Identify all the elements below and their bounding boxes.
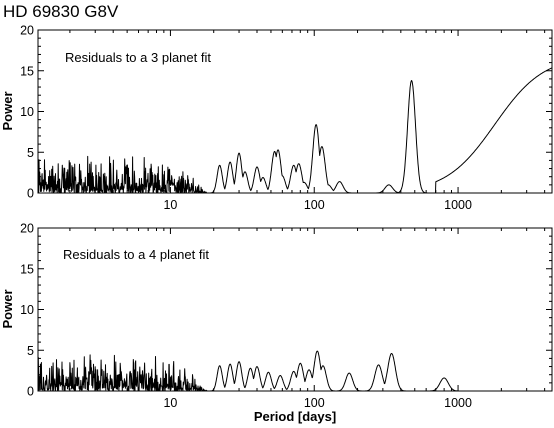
- y-tick-label: 5: [27, 146, 34, 160]
- x-tick-label: 100: [304, 396, 325, 410]
- y-tick-label: 20: [20, 222, 34, 236]
- x-tick-label: 10: [163, 396, 177, 410]
- y-tick-label: 10: [20, 105, 34, 119]
- panel-4-planet-fit: Residuals to a 4 planet fit Power 0 5 10 15…: [0, 222, 553, 410]
- periodogram-line-top: [37, 67, 553, 194]
- y-tick-label: 5: [27, 344, 34, 358]
- x-tick-label: 1000: [444, 396, 472, 410]
- x-tick-label: 10: [163, 198, 177, 212]
- figure-title: HD 69830 G8V: [3, 2, 119, 21]
- panel-annotation-top: Residuals to a 3 planet fit: [65, 50, 211, 65]
- y-tick-label: 20: [20, 24, 34, 38]
- x-axis-label: Period [days]: [254, 409, 336, 424]
- y-axis-label-top: Power: [0, 91, 15, 130]
- periodogram-line-bottom: [37, 350, 553, 392]
- axis-ticks-top: 0 5 10 15 20 10 100 1000: [20, 24, 552, 212]
- x-tick-label: 1000: [444, 198, 472, 212]
- y-tick-label: 0: [27, 385, 34, 399]
- y-tick-label: 15: [20, 64, 34, 78]
- panel-annotation-bottom: Residuals to a 4 planet fit: [63, 247, 209, 262]
- axis-ticks-bottom: 0 5 10 15 20 10 100 1000: [20, 222, 552, 410]
- panel-3-planet-fit: Residuals to a 3 planet fit Power 0 5 10 15…: [0, 24, 553, 212]
- y-tick-label: 0: [27, 187, 34, 201]
- y-tick-label: 15: [20, 262, 34, 276]
- y-axis-label-bottom: Power: [0, 289, 15, 328]
- x-tick-label: 100: [304, 198, 325, 212]
- y-tick-label: 10: [20, 303, 34, 317]
